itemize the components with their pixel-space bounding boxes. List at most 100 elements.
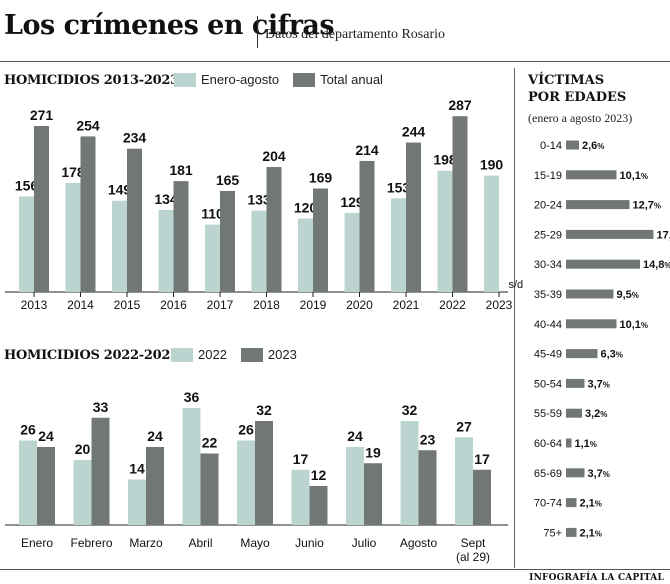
chart1-bar-dark: [406, 142, 421, 292]
age-category-label: 45-49: [534, 349, 562, 361]
age-category-label: 0-14: [540, 140, 562, 152]
chart2-value-label: 12: [311, 467, 327, 483]
age-bar: [566, 259, 640, 269]
legend-swatch-dark: [293, 72, 316, 87]
chart2-value-label: 24: [347, 428, 363, 444]
chart1-value-label: 134: [154, 191, 178, 207]
chart2-value-label: 22: [202, 435, 218, 451]
chart2-value-label: 26: [238, 422, 254, 438]
chart2-value-label: 32: [256, 402, 272, 418]
chart2-tick-label: Marzo: [129, 536, 163, 550]
age-value-label: 17,5%: [657, 229, 670, 241]
chart1-tick-label: 2018: [253, 298, 280, 312]
age-bar: [566, 498, 577, 508]
chart1-tick-label: 2023: [486, 298, 513, 312]
chart1-bar-light: [205, 224, 220, 292]
chart2-tick-label: Agosto: [400, 536, 438, 550]
age-category-label: 50-54: [534, 378, 562, 390]
legend-label: Total anual: [320, 72, 383, 87]
chart1-legend-item-1: Enero-agosto: [174, 72, 279, 87]
legend-label: Enero-agosto: [201, 72, 280, 87]
chart2-bar-light: [237, 440, 255, 525]
chart1-value-label: 178: [61, 164, 85, 180]
chart1-bar-light: [19, 196, 34, 292]
chart2-tick-label: Junio: [295, 536, 324, 550]
age-bar: [566, 140, 579, 150]
chart1-bar-dark: [266, 167, 282, 292]
chart1-value-label: 198: [433, 152, 457, 168]
chart1-bar-dark: [220, 190, 235, 292]
chart2-value-label: 19: [365, 444, 381, 460]
age-category-label: 30-34: [534, 259, 562, 271]
age-chart-subtitle: (enero a agosto 2023): [528, 111, 633, 125]
footer-divider: [0, 569, 670, 570]
chart2-legend-item-1: 2022: [171, 347, 227, 362]
chart2-value-label: 14: [129, 461, 145, 477]
chart2-bar-dark: [473, 469, 491, 525]
chart1-bar-light: [298, 218, 313, 292]
chart2-legend: 2022 2023: [171, 347, 311, 362]
age-value-label: 14,8%: [643, 259, 670, 271]
chart2-value-label: 24: [38, 428, 54, 444]
chart1-bar-light: [251, 210, 267, 292]
chart1-value-label: 287: [448, 97, 472, 113]
chart2-value-label: 27: [456, 418, 472, 434]
chart2-value-label: 20: [75, 441, 91, 457]
chart1-bar-dark: [452, 116, 468, 293]
chart1-bar-light: [65, 182, 81, 292]
chart1-bar-dark: [173, 181, 189, 292]
chart1-value-label: 169: [309, 169, 333, 185]
age-title-line: VÍCTIMAS: [528, 73, 605, 88]
chart2-bar-dark: [364, 463, 382, 525]
chart2-bar-dark: [418, 450, 437, 525]
chart2-bar-dark: [255, 421, 273, 525]
legend-label: 2022: [198, 347, 227, 362]
age-category-label: 35-39: [534, 289, 562, 301]
chart1-tick-label: 2020: [346, 298, 373, 312]
chart1-tick-label: 2021: [393, 298, 420, 312]
age-bar: [566, 170, 617, 180]
chart1-value-label: 254: [76, 117, 100, 133]
age-category-label: 40-44: [534, 319, 562, 331]
chart1-value-label: 153: [387, 179, 411, 195]
chart1-tick-label: 2016: [160, 298, 187, 312]
title-separator: [257, 16, 258, 48]
chart2-bar-light: [19, 440, 37, 525]
chart1-bar-light: [484, 175, 499, 292]
age-bar: [566, 200, 630, 210]
chart2-bar-light: [291, 469, 310, 525]
chart1-value-label: 120: [294, 200, 318, 216]
chart1-bar-light: [437, 170, 453, 292]
chart1-title: HOMICIDIOS 2013-2023: [4, 73, 179, 88]
column-divider: [514, 68, 515, 568]
chart1-bar-dark: [359, 160, 375, 292]
chart1-tick-label: 2017: [207, 298, 234, 312]
age-category-label: 55-59: [534, 408, 562, 420]
chart2-value-label: 17: [474, 451, 490, 467]
age-value-label: 10,1%: [620, 170, 649, 182]
chart2-bar-light: [346, 447, 364, 525]
chart2-bar-dark: [200, 453, 219, 525]
chart1-bar-dark: [80, 136, 96, 292]
chart2-tick-label: Abril: [188, 536, 212, 550]
legend-swatch-light: [174, 72, 196, 87]
age-bar: [566, 229, 654, 239]
chart1-tick-label: 2015: [114, 298, 141, 312]
age-bar: [566, 468, 585, 478]
chart2-value-label: 33: [93, 399, 109, 415]
age-category-label: 15-19: [534, 170, 562, 182]
chart1-tick-label: 2019: [300, 298, 327, 312]
legend-swatch-dark: [240, 347, 263, 362]
chart1-value-label: 204: [262, 148, 286, 164]
chart2-tick-label: Enero: [21, 536, 53, 550]
chart2-bar-light: [400, 421, 419, 525]
credit: INFOGRAFÍA LA CAPITAL: [529, 573, 664, 583]
chart2-bar-dark: [37, 447, 55, 525]
chart1-value-label: 234: [123, 130, 147, 146]
chart2-bar-light: [73, 460, 92, 525]
chart2-value-label: 17: [293, 451, 309, 467]
chart1-value-label: 181: [169, 162, 193, 178]
age-bar: [566, 289, 614, 299]
chart1-tick-label: 2013: [21, 298, 48, 312]
age-category-label: 75+: [543, 527, 562, 539]
